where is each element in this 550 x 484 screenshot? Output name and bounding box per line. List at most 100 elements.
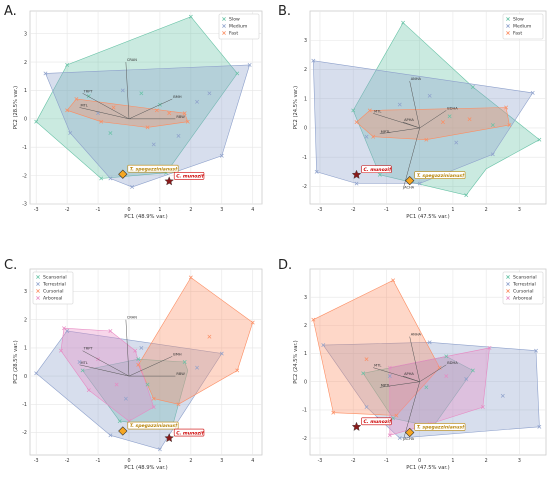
data-point-medium (490, 152, 495, 157)
loading-arrow (402, 121, 420, 129)
chart-panel-0: -3 -2 -1 0 1 2 3 4 -3 -2 -1 0 1 2 3 PC1 (48.9% var.) PC2… (13, 10, 263, 220)
y-tick-label: 2 (304, 323, 307, 329)
point-stroke (65, 62, 70, 67)
data-point-cursorial (136, 362, 141, 367)
loading-arrow (402, 381, 420, 441)
point-stroke (394, 413, 399, 418)
loading-arrow (409, 336, 420, 382)
point-stroke (364, 405, 369, 410)
data-point-cursorial (311, 317, 316, 322)
point-stroke (77, 360, 82, 364)
point-stroke (424, 137, 429, 142)
data-point-scansorial (444, 354, 449, 359)
data-point-terrestrial (387, 374, 392, 379)
point-stroke (397, 102, 402, 107)
point-stroke (74, 97, 79, 101)
point-stroke (139, 345, 144, 350)
fossil-label-box (127, 164, 179, 173)
data-point-medium (151, 142, 156, 147)
point-stroke (108, 131, 113, 135)
data-point-cursorial (437, 365, 442, 370)
data-point-cursorial (364, 357, 369, 362)
data-point-scansorial (391, 416, 396, 421)
y-tick-label: 3 (24, 289, 27, 295)
data-point-cursorial (235, 368, 240, 373)
data-point-slow (464, 193, 469, 198)
data-point-slow (65, 62, 70, 67)
data-point-medium (219, 153, 224, 158)
data-point-terrestrial (534, 348, 538, 353)
data-point-scansorial (182, 360, 187, 364)
loading-label: RBW (176, 372, 185, 376)
point-stroke (99, 119, 104, 124)
data-point-cursorial (188, 275, 193, 280)
point-stroke (397, 436, 402, 441)
data-point-slow (34, 119, 39, 124)
point-stroke (427, 340, 432, 345)
loading-arrow (128, 356, 173, 377)
data-point-slow (447, 114, 452, 119)
point-stroke (154, 108, 159, 113)
data-point-fast (441, 120, 445, 125)
legend-box (32, 271, 74, 305)
legend-box (502, 271, 544, 305)
loading-label: CRAN (127, 58, 137, 62)
x-tick-label: 2 (189, 207, 192, 213)
loading-arrow (419, 364, 447, 382)
x-tick-label: 2 (485, 458, 488, 464)
point-stroke (444, 354, 449, 359)
data-point-scansorial (145, 382, 150, 387)
point-stroke (114, 382, 119, 387)
y-tick-label: 3 (24, 31, 27, 37)
loading-label: BDHA (447, 106, 458, 110)
data-point-medium (195, 99, 199, 104)
fossil-star-marker (164, 433, 175, 443)
fossil-star-marker (164, 176, 175, 186)
legend-entry: Terrestrial (512, 282, 536, 288)
point-stroke (504, 105, 509, 110)
x-tick-label: -2 (65, 458, 70, 464)
data-point-scansorial (361, 371, 366, 376)
legend-entry: Arboreal (513, 296, 532, 302)
legend-entry: Scansorial (513, 275, 537, 281)
x-tick-label: -2 (351, 207, 356, 213)
data-point-terrestrial (464, 376, 469, 381)
point-stroke (311, 58, 316, 63)
data-point-arboreal (62, 326, 66, 331)
x-axis-label: PC1 (47.5% var.) (406, 214, 449, 220)
data-point-medium (176, 133, 181, 138)
point-stroke (195, 365, 199, 370)
x-tick-label: -2 (351, 458, 356, 464)
y-tick-label: 2 (24, 317, 27, 323)
point-stroke (151, 405, 156, 410)
point-stroke (185, 119, 190, 124)
point-stroke (145, 382, 150, 387)
point-stroke (364, 357, 369, 362)
data-point-fast (145, 125, 150, 130)
data-point-arboreal (151, 405, 156, 410)
legend-entry: Fast (229, 31, 238, 37)
legend-marker (506, 17, 510, 21)
fossil-label-box (361, 417, 392, 426)
data-point-medium (530, 90, 535, 95)
legend-entry: Medium (229, 24, 248, 30)
data-point-slow (401, 20, 406, 25)
point-stroke (207, 91, 212, 96)
data-point-terrestrial (139, 345, 144, 350)
x-tick-label: -1 (384, 207, 389, 213)
data-point-slow (108, 131, 113, 135)
data-point-fast (424, 137, 429, 142)
data-point-cursorial (176, 402, 181, 407)
fossil-star-marker (351, 169, 362, 179)
loading-label: BMH (173, 95, 182, 99)
point-stroke (62, 326, 66, 331)
legend-entry: Arboreal (43, 296, 62, 302)
loading-label: RBW (176, 115, 185, 119)
y-tick-label: -2 (302, 184, 307, 190)
point-stroke (136, 357, 141, 362)
data-point-slow (139, 91, 144, 96)
data-point-medium (314, 169, 319, 174)
x-tick-label: 0 (418, 207, 421, 213)
